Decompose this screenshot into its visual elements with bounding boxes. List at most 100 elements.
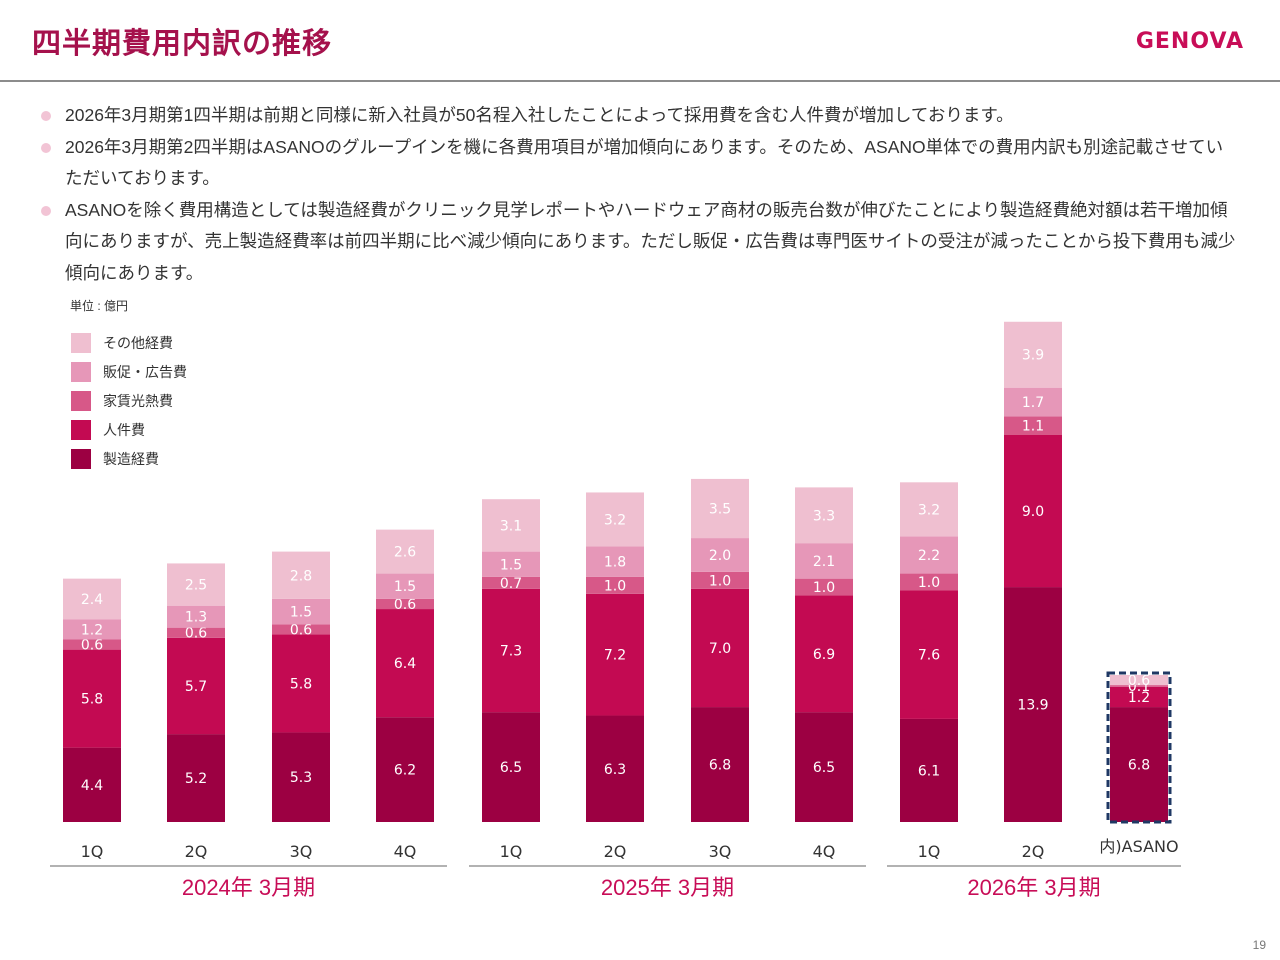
data-label: 1.0 xyxy=(918,575,940,591)
data-label: 6.1 xyxy=(918,763,940,779)
bullet-dot-icon xyxy=(41,111,51,121)
bar-segment xyxy=(63,747,121,822)
bar-segment xyxy=(167,627,225,638)
data-label: 2.5 xyxy=(185,578,207,594)
data-label: 2.2 xyxy=(918,548,940,564)
bar-segment xyxy=(63,578,121,620)
bar-segment xyxy=(691,588,749,708)
data-label: 5.7 xyxy=(185,679,207,695)
bar-segment xyxy=(1110,686,1168,708)
bar-segment xyxy=(691,707,749,822)
data-label: 1.5 xyxy=(394,579,416,595)
bar-segment xyxy=(900,590,958,719)
chart-legend: その他経費 販促・広告費 家賃光熱費 人件費 製造経費 xyxy=(71,328,187,473)
bullet-item: ASANOを除く費用構造としては製造経費がクリニック見学レポートやハードウェア商… xyxy=(40,195,1240,290)
data-label: 3.2 xyxy=(604,512,626,528)
data-label: 4.4 xyxy=(81,778,103,794)
data-label: 6.5 xyxy=(500,760,522,776)
legend-label: 人件費 xyxy=(103,421,145,438)
data-label: 3.5 xyxy=(709,502,731,518)
bar-segment xyxy=(795,595,853,713)
data-label: 5.8 xyxy=(290,676,312,692)
bar-segment xyxy=(1110,674,1168,686)
highlight-dashed-border xyxy=(1106,671,1172,824)
data-label: 1.7 xyxy=(1022,395,1044,411)
x-tick-label: 1Q xyxy=(81,842,104,861)
legend-swatch xyxy=(71,448,91,469)
bar-segment xyxy=(1110,685,1168,687)
bar-segment xyxy=(376,609,434,718)
data-label: 2.1 xyxy=(813,554,835,570)
data-label: 6.3 xyxy=(604,762,626,778)
legend-swatch xyxy=(71,419,91,440)
bar-segment xyxy=(376,573,434,599)
bar-segment xyxy=(272,551,330,599)
data-label: 1.3 xyxy=(185,610,207,626)
bar-segment xyxy=(482,712,540,822)
legend-item: 販促・広告費 xyxy=(71,357,187,386)
data-label: 2.4 xyxy=(81,592,103,608)
data-label: 3.2 xyxy=(918,502,940,518)
x-tick-label: 4Q xyxy=(394,842,417,861)
data-label: 1.8 xyxy=(604,555,626,571)
bullet-text: ASANOを除く費用構造としては製造経費がクリニック見学レポートやハードウェア商… xyxy=(65,199,1236,283)
group-label: 2024年 3月期 xyxy=(182,875,315,900)
data-label: 9.0 xyxy=(1022,504,1044,520)
bar-segment xyxy=(586,546,644,577)
legend-swatch xyxy=(71,390,91,411)
bar-segment xyxy=(63,619,121,640)
bar-segment xyxy=(1004,434,1062,588)
unit-label: 単位 : 億円 xyxy=(70,299,129,313)
page-number: 19 xyxy=(1252,938,1266,952)
data-label: 2.0 xyxy=(709,548,731,564)
x-tick-label: 3Q xyxy=(709,842,732,861)
bar-segment xyxy=(795,578,853,596)
bar-segment xyxy=(482,576,540,589)
legend-item: 製造経費 xyxy=(71,444,187,473)
bar-segment xyxy=(272,732,330,822)
bar-segment xyxy=(1004,321,1062,388)
bar-segment xyxy=(900,482,958,537)
bar-segment xyxy=(376,529,434,574)
data-label: 0.6 xyxy=(185,626,207,642)
bar-segment xyxy=(272,634,330,733)
legend-item: その他経費 xyxy=(71,328,187,357)
data-label: 0.6 xyxy=(290,622,312,638)
legend-label: 販促・広告費 xyxy=(103,363,187,380)
group-label: 2025年 3月期 xyxy=(601,875,734,900)
data-label: 7.2 xyxy=(604,648,626,664)
data-label: 2.6 xyxy=(394,545,416,561)
bar-segment xyxy=(1004,416,1062,435)
bar-segment xyxy=(586,593,644,716)
group-label: 2026年 3月期 xyxy=(967,875,1100,900)
header-divider xyxy=(0,80,1280,82)
bar-segment xyxy=(900,573,958,591)
data-label: 0.7 xyxy=(500,576,522,592)
bar-segment xyxy=(167,605,225,628)
data-label: 0.6 xyxy=(1128,673,1150,689)
data-label: 3.3 xyxy=(813,508,835,524)
data-label: 0.6 xyxy=(81,638,103,654)
bar-segment xyxy=(1004,587,1062,822)
legend-swatch xyxy=(71,361,91,382)
bar-segment xyxy=(795,712,853,822)
data-label: 7.3 xyxy=(500,643,522,659)
bar-segment xyxy=(272,624,330,635)
data-label: 6.5 xyxy=(813,760,835,776)
legend-item: 人件費 xyxy=(71,415,187,444)
bar-segment xyxy=(482,588,540,713)
bar-segment xyxy=(167,563,225,606)
x-tick-label: 1Q xyxy=(918,842,941,861)
data-label: 0.6 xyxy=(394,597,416,613)
bullet-text: 2026年3月期第2四半期はASANOのグループインを機に各費用項目が増加傾向に… xyxy=(65,136,1224,189)
x-tick-label: 内)ASANO xyxy=(1099,837,1178,856)
bullet-item: 2026年3月期第1四半期は前期と同様に新入社員が50名程入社したことによって採… xyxy=(40,100,1240,132)
x-tick-label: 2Q xyxy=(185,842,208,861)
summary-bullets: 2026年3月期第1四半期は前期と同様に新入社員が50名程入社したことによって採… xyxy=(40,100,1240,289)
bar-segment xyxy=(63,649,121,748)
data-label: 5.3 xyxy=(290,770,312,786)
bar-segment xyxy=(691,478,749,539)
data-label: 6.2 xyxy=(394,763,416,779)
bar-segment xyxy=(586,715,644,822)
